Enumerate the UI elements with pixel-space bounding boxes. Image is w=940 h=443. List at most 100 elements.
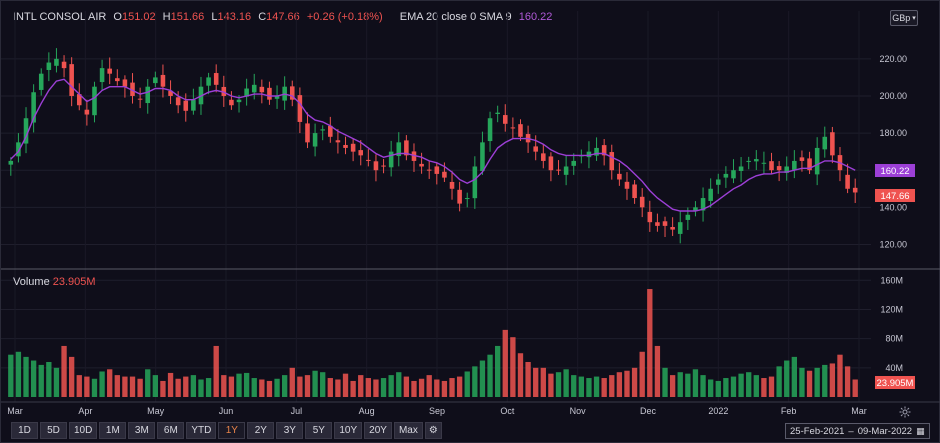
candle-body xyxy=(160,74,166,87)
volume-bar xyxy=(46,361,52,397)
volume-bar xyxy=(510,337,516,397)
settings-button[interactable]: ⚙ xyxy=(424,422,442,439)
candle-body xyxy=(244,88,249,97)
legend-high-label: H xyxy=(162,11,171,23)
range-button-10y[interactable]: 10Y xyxy=(334,422,363,439)
candle-body xyxy=(76,94,82,106)
volume-bar xyxy=(84,376,90,397)
price-tick-label: 220.00 xyxy=(879,54,907,64)
time-tick-label: Feb xyxy=(781,406,797,416)
volume-bar xyxy=(814,367,820,397)
candle-body xyxy=(754,159,759,162)
date-range-picker[interactable]: 25-Feb-2021 – 09-Mar-2022 ▦ xyxy=(785,423,930,439)
ema-line xyxy=(10,78,856,212)
volume-bar xyxy=(715,380,721,397)
candle-body xyxy=(731,170,736,179)
candle-body xyxy=(830,132,835,156)
candle-body xyxy=(305,123,310,143)
candle-body xyxy=(502,115,508,124)
candle-body xyxy=(472,166,478,199)
settings-gear-icon[interactable] xyxy=(897,404,913,420)
volume-bar xyxy=(335,379,341,397)
volume-bars xyxy=(8,289,858,397)
range-button-3y[interactable]: 3Y xyxy=(276,422,304,439)
candle-body xyxy=(579,155,584,157)
candle-body xyxy=(457,189,462,204)
candle-body xyxy=(175,97,181,106)
volume-bar xyxy=(631,367,638,397)
candle-body xyxy=(449,181,455,189)
volume-bar xyxy=(464,371,470,397)
candle-body xyxy=(320,129,325,131)
currency-dropdown[interactable]: GBp ▾ xyxy=(890,10,918,26)
volume-bar xyxy=(91,378,98,397)
candle-body xyxy=(495,112,500,114)
volume-bar xyxy=(160,380,166,397)
candle-body xyxy=(434,166,440,174)
candle-body xyxy=(335,140,341,143)
volume-bar xyxy=(152,375,159,397)
candle-body xyxy=(662,221,668,226)
candle-body xyxy=(54,58,59,66)
candle-body xyxy=(236,99,242,103)
range-toolbar: 1D 5D 10D 1M 3M 6M YTD 1Y 2Y 3Y 5Y 10Y 2… xyxy=(11,422,442,439)
time-axis: Mar Apr May Jun Jul Aug Sep Oct Nov Dec 2022 Feb Mar xyxy=(7,406,867,416)
volume-bar xyxy=(129,376,136,397)
volume-bar xyxy=(183,376,189,397)
candle-body xyxy=(556,169,561,171)
candle-body xyxy=(130,82,135,96)
candle-body xyxy=(107,68,112,74)
candle-body xyxy=(259,86,265,93)
candle-body xyxy=(61,61,67,69)
range-button-10d[interactable]: 10D xyxy=(69,422,98,439)
time-tick-label: Sep xyxy=(429,406,445,416)
range-button-20y[interactable]: 20Y xyxy=(364,422,392,439)
candle-body xyxy=(609,152,615,171)
candle-body xyxy=(191,99,196,111)
price-legend: INTL CONSOL AIR O151.02 H151.66 L143.16 … xyxy=(13,11,556,23)
volume-bar xyxy=(274,378,280,397)
range-button-3m[interactable]: 3M xyxy=(128,422,156,439)
range-button-2y[interactable]: 2Y xyxy=(247,422,275,439)
volume-bar xyxy=(365,378,372,397)
range-button-1y[interactable]: 1Y xyxy=(218,422,246,439)
candle-body xyxy=(84,109,90,115)
volume-bar xyxy=(768,376,775,397)
range-button-6m[interactable]: 6M xyxy=(157,422,185,439)
range-button-1d[interactable]: 1D xyxy=(11,422,38,439)
volume-bar xyxy=(304,375,311,397)
candle-body xyxy=(274,95,280,99)
candle-body xyxy=(693,207,698,212)
volume-bar xyxy=(327,378,333,397)
candle-body xyxy=(229,99,234,106)
candle-body xyxy=(419,163,424,167)
volume-bar xyxy=(571,375,577,397)
candle-body xyxy=(837,155,843,171)
legend-high: 151.66 xyxy=(170,11,205,23)
candle-body xyxy=(632,184,637,199)
range-button-ytd[interactable]: YTD xyxy=(186,422,217,439)
range-button-5d[interactable]: 5D xyxy=(40,422,67,439)
range-button-1m[interactable]: 1M xyxy=(99,422,127,439)
range-button-5y[interactable]: 5Y xyxy=(305,422,333,439)
candle-body xyxy=(769,161,774,171)
volume-bar xyxy=(243,372,250,397)
time-tick-label: Mar xyxy=(7,406,23,416)
volume-bar xyxy=(411,380,417,397)
volume-bar xyxy=(53,367,60,397)
candle-body xyxy=(168,90,173,96)
range-button-max[interactable]: Max xyxy=(393,422,423,439)
date-to: 09-Mar-2022 xyxy=(857,425,913,437)
price-tick-label: 200.00 xyxy=(879,91,907,101)
chevron-down-icon: ▾ xyxy=(912,15,916,22)
candle-body xyxy=(746,160,751,162)
legend-indicator: EMA 20 close 0 SMA 9 xyxy=(399,11,512,23)
volume-bar xyxy=(190,375,197,397)
volume-bar xyxy=(388,375,394,397)
volume-bar xyxy=(8,354,14,397)
candle-body xyxy=(411,151,417,161)
volume-bar xyxy=(746,372,752,397)
candle-body xyxy=(647,211,653,223)
